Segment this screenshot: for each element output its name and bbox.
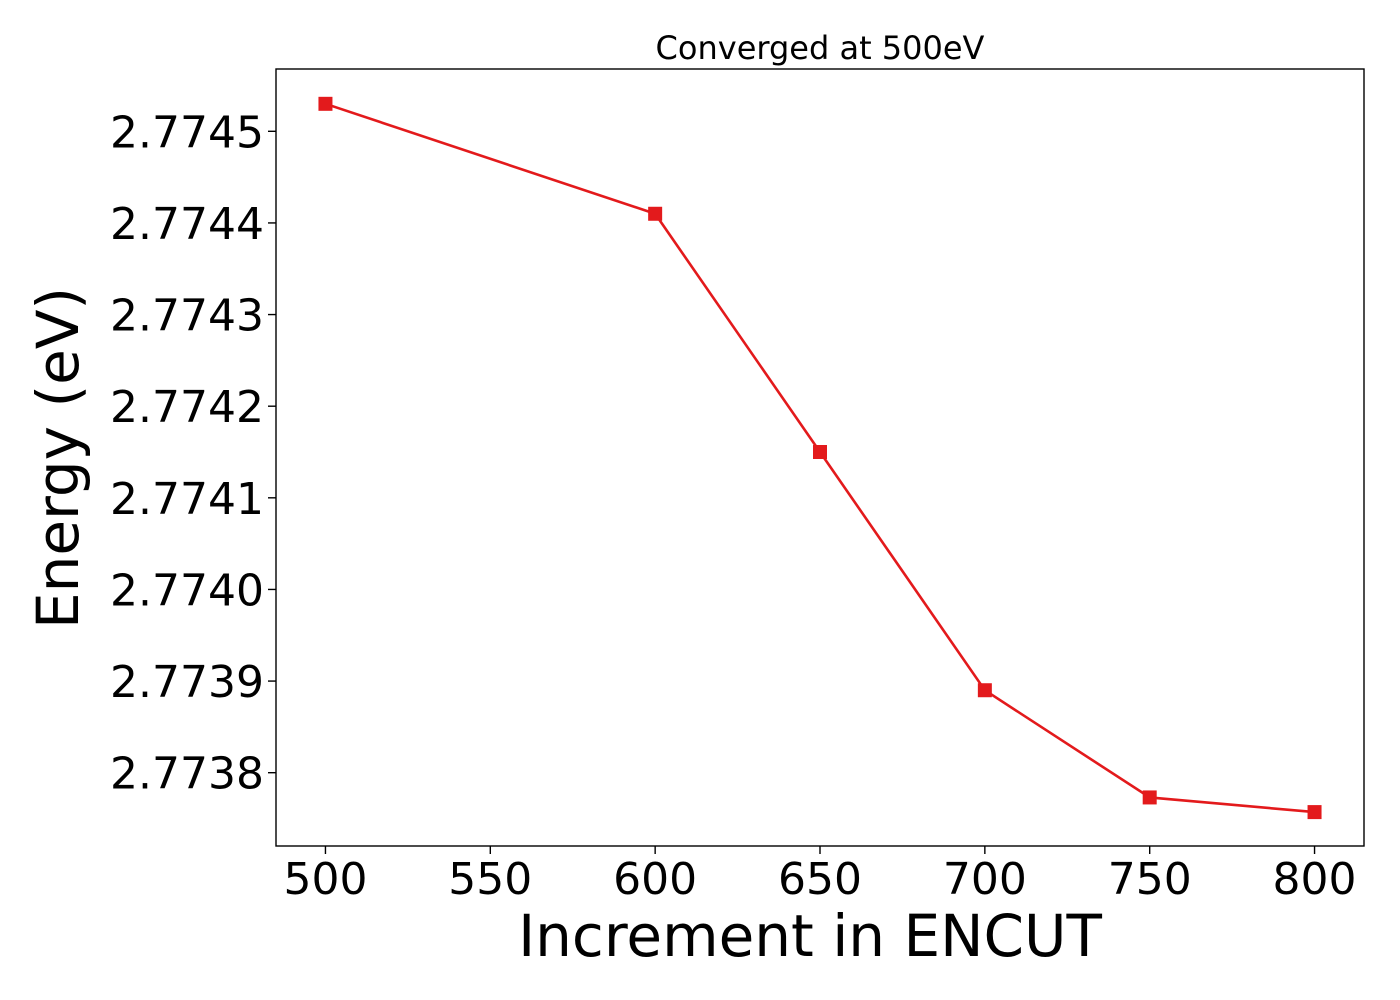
y-tick-label: 2.7741 (110, 474, 264, 525)
y-tick-label: 2.7740 (110, 565, 264, 616)
y-tick-label: 2.7738 (110, 749, 264, 800)
x-tick-label: 800 (1273, 854, 1357, 905)
y-tick-label: 2.7745 (110, 107, 264, 158)
data-point-marker (318, 96, 333, 111)
chart-title: Converged at 500eV (656, 29, 985, 67)
x-tick-label: 500 (283, 854, 367, 905)
x-tick-label: 700 (943, 854, 1027, 905)
series-line (325, 102, 1315, 814)
data-point-marker (813, 445, 827, 460)
y-tick-label: 2.7739 (110, 657, 264, 708)
data-point-marker (648, 206, 663, 221)
plot-area: 2.7738 2.7739 2.7740 2.7741 2.7742 2.7743 2.77… (110, 68, 1365, 905)
data-point-marker (1142, 790, 1157, 805)
y-tick-label: 2.7743 (110, 291, 264, 342)
x-tick-label: 750 (1108, 854, 1192, 905)
data-point-marker (1307, 805, 1322, 820)
x-tick-label: 550 (448, 854, 532, 905)
x-tick-label: 650 (778, 854, 862, 905)
x-axis-label: Increment in ENCUT (518, 902, 1102, 970)
x-tick-label: 600 (613, 854, 697, 905)
y-tick-label: 2.7744 (110, 199, 264, 250)
series-layer (318, 96, 1322, 820)
y-axis-label: Energy (eV) (24, 287, 92, 629)
y-axis-ticks: 2.7738 2.7739 2.7740 2.7741 2.7742 2.7743 2.77… (110, 107, 276, 800)
x-axis-ticks: 500 550 600 650 700 750 800 (283, 846, 1357, 905)
y-tick-label: 2.7742 (110, 382, 264, 433)
data-point-marker (977, 683, 992, 698)
